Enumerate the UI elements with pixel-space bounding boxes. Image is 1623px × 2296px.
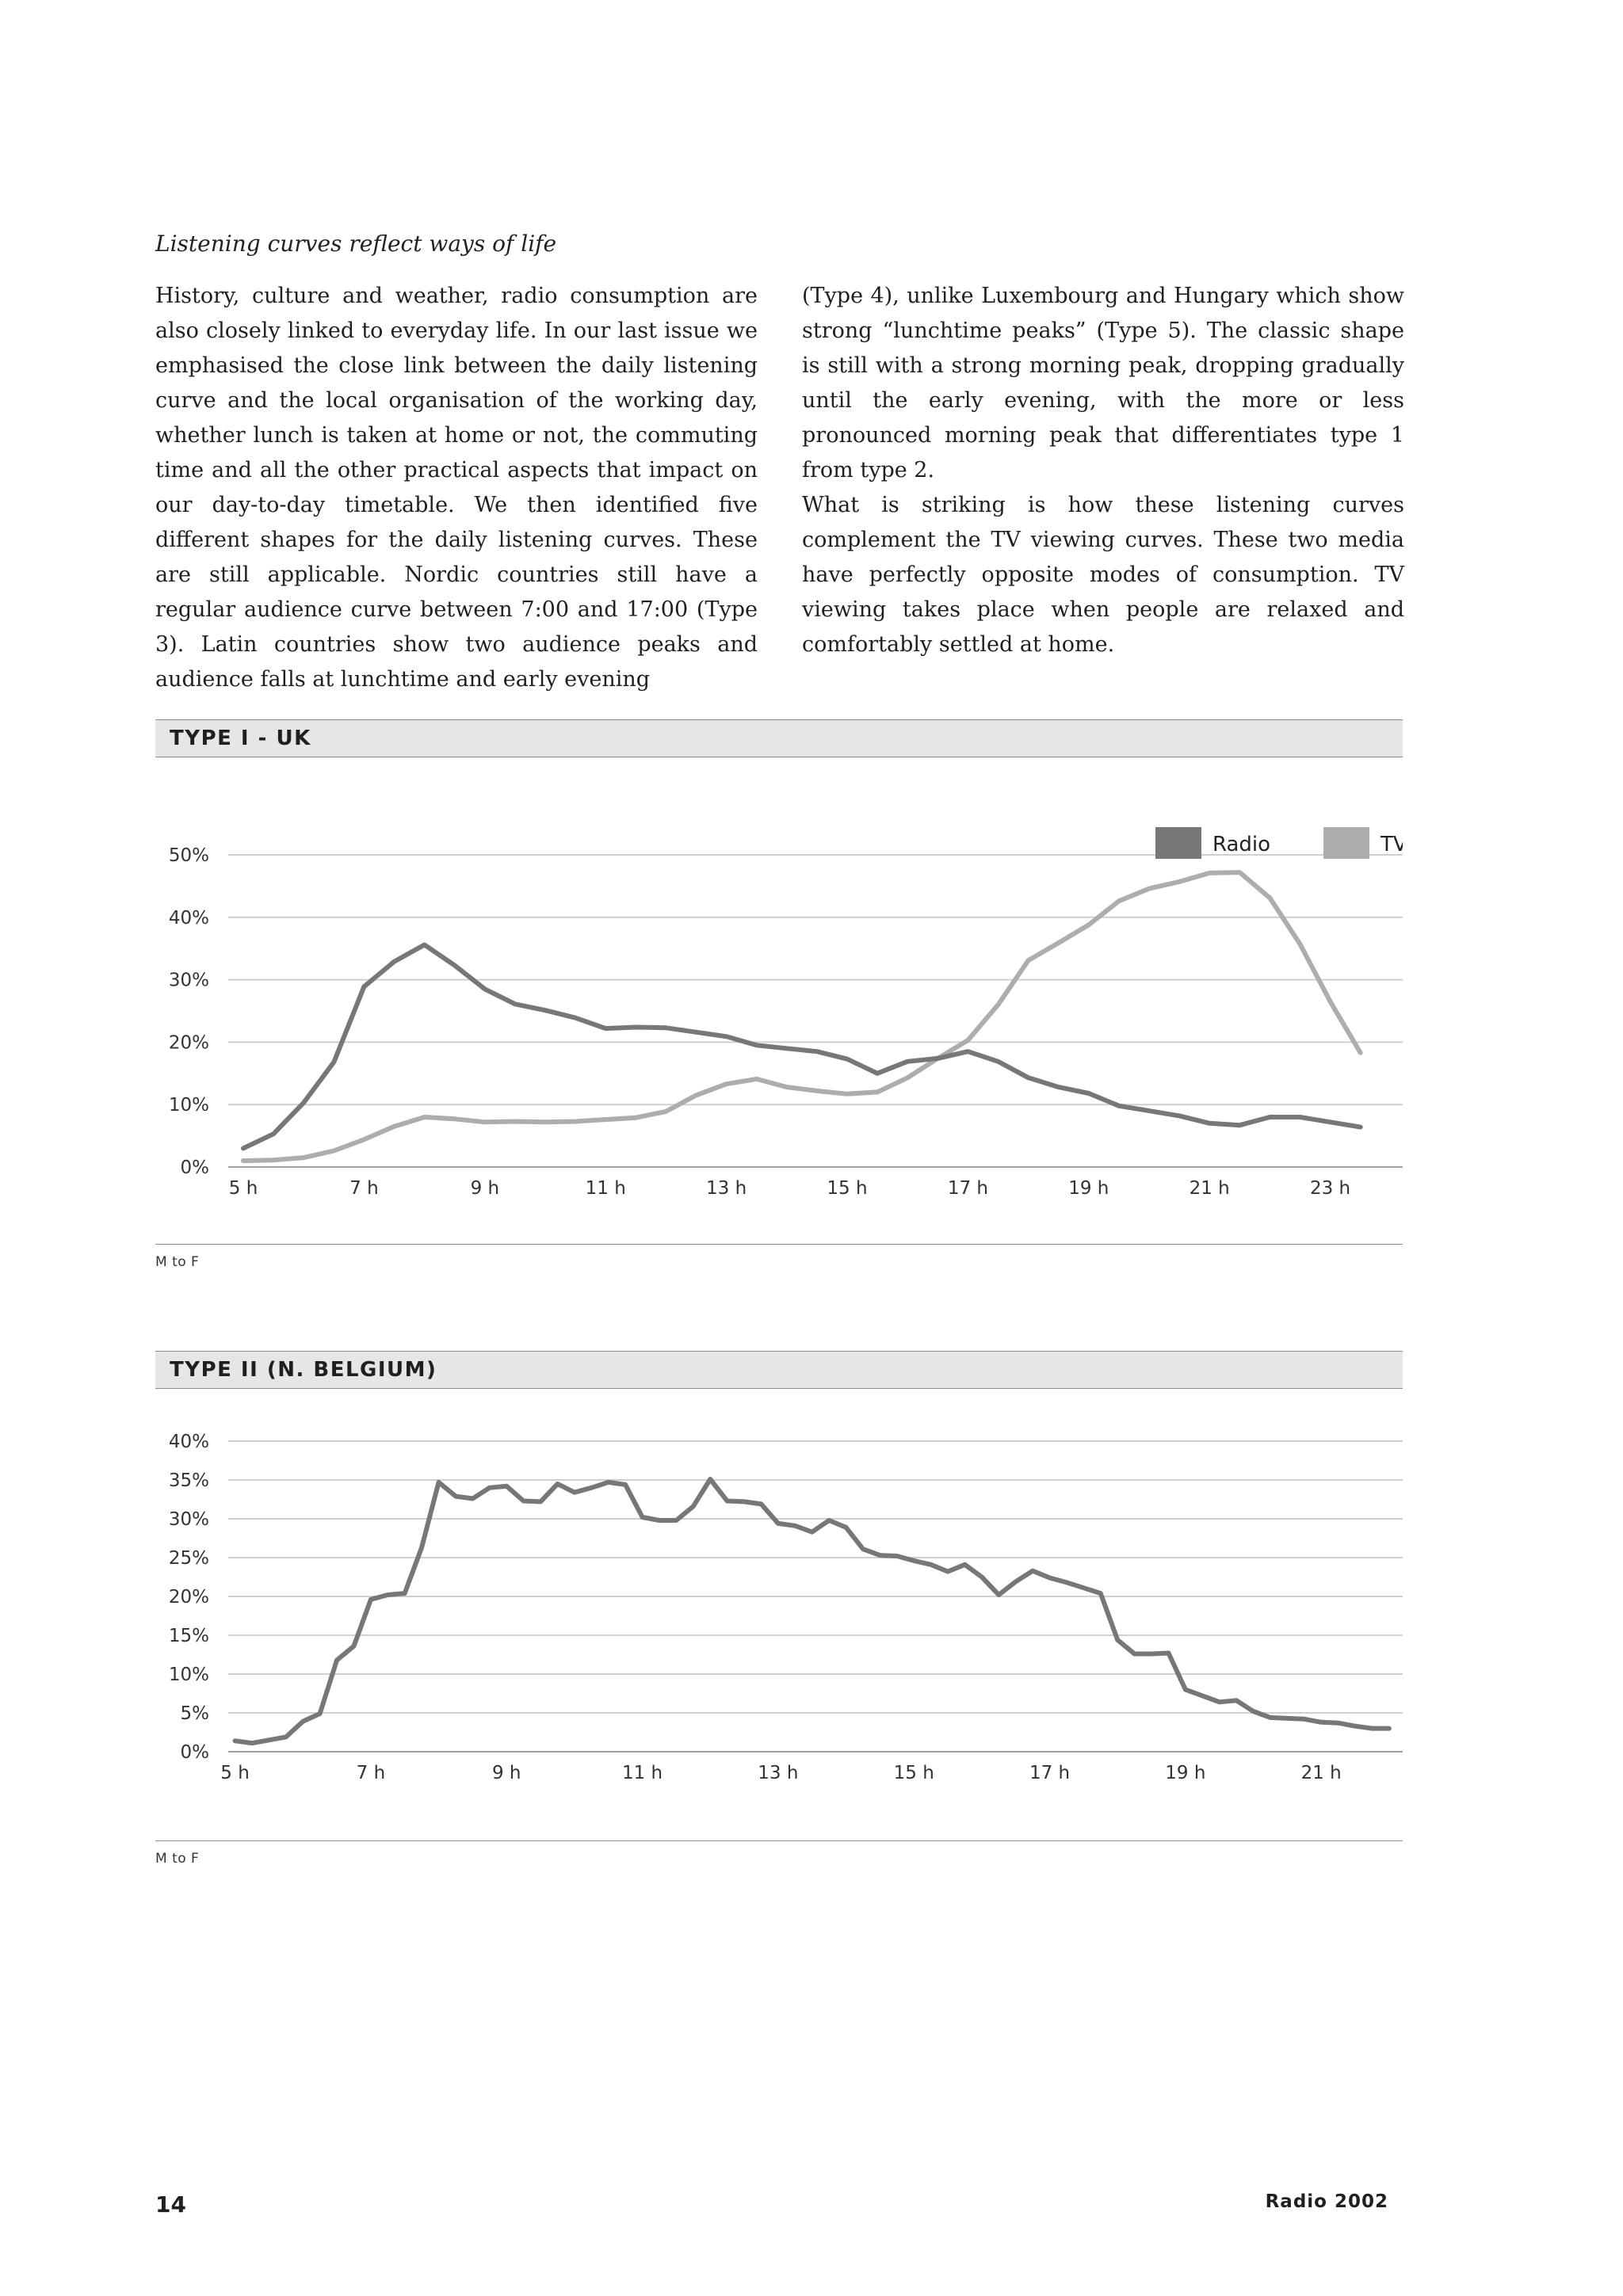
x-tick-label: 13 h [758, 1763, 798, 1783]
y-tick-label: 5% [181, 1703, 210, 1724]
chart-plot: 0% 10% 20% 30% 40% 50% 5 h 7 h 9 h 11 h 13 h 15 h 17… [169, 827, 1403, 1199]
legend-label-radio: Radio [1212, 833, 1270, 856]
legend-swatch-tv [1323, 827, 1369, 859]
x-tick-label: 9 h [492, 1763, 521, 1783]
legend-label-tv: TV [1380, 833, 1403, 856]
x-tick-label: 11 h [586, 1178, 626, 1199]
x-tick-label: 7 h [349, 1178, 379, 1199]
section-heading: Listening curves reflect ways of life [155, 231, 557, 257]
chart-type-1-uk: TYPE I - UK 0% 10% 20% 30% 40% 50% 5 h 7 h 9 h 11… [155, 719, 1403, 1270]
y-tick-label: 30% [169, 1509, 209, 1530]
series-line-radio [241, 942, 1363, 1151]
x-tick-label: 15 h [894, 1763, 934, 1783]
y-tick-label: 40% [169, 1432, 209, 1452]
x-tick-label: 17 h [948, 1178, 988, 1199]
y-tick-label: 30% [169, 971, 209, 991]
series-line-tv [241, 870, 1363, 1164]
y-tick-label: 20% [169, 1587, 209, 1608]
chart-title: TYPE I - UK [155, 719, 1403, 757]
y-tick-label: 25% [169, 1548, 209, 1569]
paragraph: History, culture and weather, radio cons… [155, 284, 758, 692]
paragraph: (Type 4), unlike Luxembourg and Hungary … [802, 284, 1404, 482]
chart-plot: 0% 5% 10% 15% 20% 25% 30% 35% 40% 5 h 7 h 9 h 11 h 13… [169, 1432, 1403, 1783]
y-tick-label: 0% [181, 1158, 210, 1178]
x-tick-label: 7 h [357, 1763, 386, 1783]
y-tick-label: 50% [169, 845, 209, 866]
chart-type-2-n-belgium: TYPE II (N. BELGIUM) 0% 5% 10% 15% 20% 25% 30%… [155, 1351, 1403, 1867]
series-line [232, 1477, 1392, 1746]
x-tick-label: 23 h [1310, 1178, 1350, 1199]
y-tick-label: 15% [169, 1626, 209, 1646]
y-tick-label: 10% [169, 1665, 209, 1685]
x-tick-label: 19 h [1068, 1178, 1109, 1199]
y-tick-label: 40% [169, 908, 209, 929]
x-tick-label: 21 h [1190, 1178, 1230, 1199]
article-column-left: History, culture and weather, radio cons… [155, 279, 758, 697]
chart-note: M to F [155, 1840, 1403, 1867]
y-tick-label: 10% [169, 1095, 209, 1116]
page-number: 14 [155, 2191, 186, 2218]
x-tick-label: 5 h [229, 1178, 258, 1199]
x-tick-label: 21 h [1301, 1763, 1342, 1783]
x-tick-label: 13 h [706, 1178, 747, 1199]
x-tick-label: 5 h [220, 1763, 250, 1783]
article-column-right: (Type 4), unlike Luxembourg and Hungary … [802, 279, 1404, 662]
x-tick-label: 19 h [1165, 1763, 1205, 1783]
y-tick-label: 20% [169, 1032, 209, 1053]
x-tick-label: 17 h [1029, 1763, 1070, 1783]
x-tick-label: 11 h [622, 1763, 663, 1783]
legend-swatch-radio [1155, 827, 1201, 859]
x-tick-label: 9 h [471, 1178, 500, 1199]
y-tick-label: 35% [169, 1470, 209, 1491]
x-tick-label: 15 h [827, 1178, 867, 1199]
chart-note: M to F [155, 1244, 1403, 1270]
chart-title: TYPE II (N. BELGIUM) [155, 1351, 1403, 1389]
paragraph: What is striking is how these listening … [802, 493, 1404, 657]
publication-name: Radio 2002 [1265, 2191, 1388, 2212]
y-tick-label: 0% [181, 1742, 210, 1763]
